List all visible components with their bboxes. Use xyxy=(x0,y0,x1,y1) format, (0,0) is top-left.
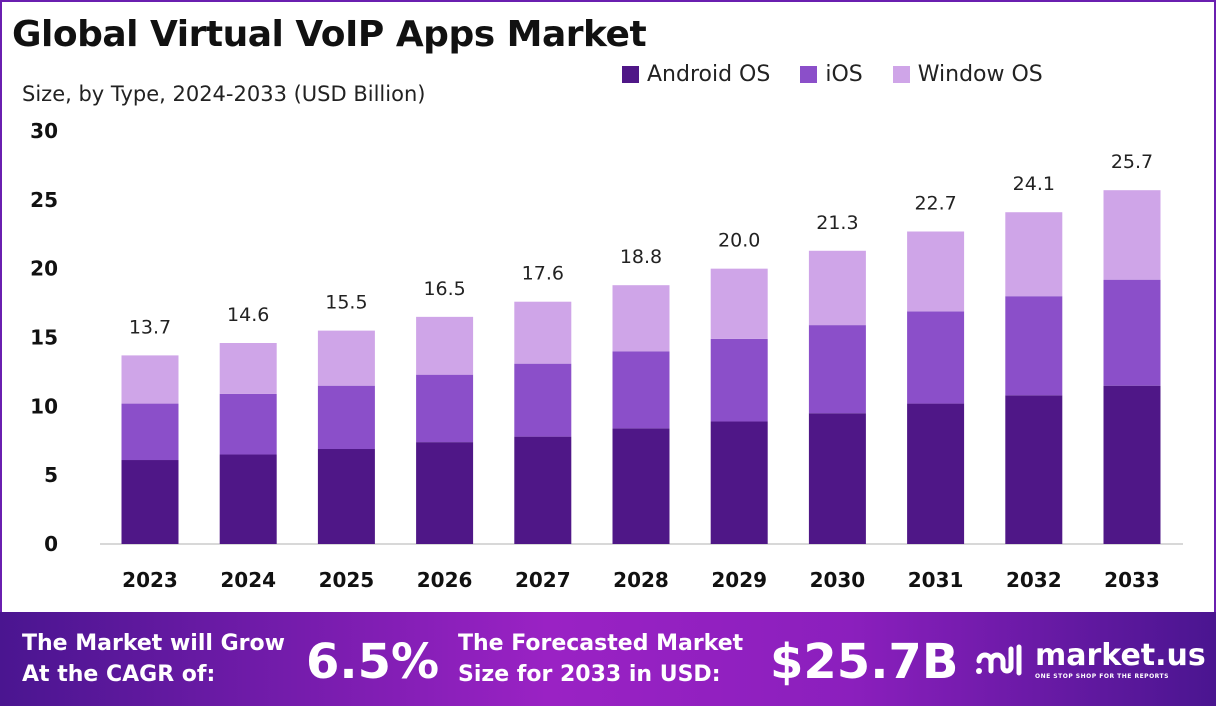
bar-segment-window-os xyxy=(612,285,670,352)
bar-total-label: 25.7 xyxy=(1111,151,1153,173)
bar-total-label: 18.8 xyxy=(620,246,662,268)
y-tick-label: 10 xyxy=(30,394,58,418)
legend-label: Android OS xyxy=(647,62,771,87)
bar-total-label: 14.6 xyxy=(227,304,269,326)
chart-subtitle: Size, by Type, 2024-2033 (USD Billion) xyxy=(22,82,426,106)
bar-segment-ios xyxy=(612,351,670,429)
legend: Android OS iOS Window OS xyxy=(622,62,1043,87)
cagr-label: The Market will Grow At the CAGR of: xyxy=(22,628,285,690)
bar-segment-android-os xyxy=(317,449,375,544)
x-tick-label: 2027 xyxy=(515,568,571,592)
legend-swatch xyxy=(800,66,818,83)
bar-segment-ios xyxy=(514,363,572,437)
legend-item-window: Window OS xyxy=(892,62,1043,87)
bar-segment-ios xyxy=(317,385,375,450)
bar-segment-android-os xyxy=(710,421,768,544)
forecast-label-line: The Forecasted Market xyxy=(458,631,744,656)
bar-segment-window-os xyxy=(317,330,375,386)
x-tick-label: 2023 xyxy=(122,568,178,592)
bar-total-label: 21.3 xyxy=(816,212,858,234)
bar-segment-window-os xyxy=(121,355,179,404)
legend-label: iOS xyxy=(825,62,863,87)
bar-total-label: 20.0 xyxy=(718,230,760,252)
bar-segment-ios xyxy=(1103,279,1161,386)
bar-segment-android-os xyxy=(1103,385,1161,544)
bar-total-label: 24.1 xyxy=(1013,173,1055,195)
x-tick-label: 2024 xyxy=(220,568,276,592)
x-tick-label: 2025 xyxy=(319,568,375,592)
bar-segment-android-os xyxy=(121,460,179,544)
bar-segment-window-os xyxy=(808,250,866,326)
bar-segment-android-os xyxy=(808,413,866,544)
bar-total-label: 16.5 xyxy=(423,278,465,300)
legend-item-android: Android OS xyxy=(622,62,770,87)
x-tick-label: 2031 xyxy=(908,568,964,592)
y-tick-label: 20 xyxy=(30,257,58,281)
bar-segment-android-os xyxy=(514,436,572,544)
bar-segment-android-os xyxy=(416,442,474,544)
bar-segment-window-os xyxy=(1005,212,1063,297)
legend-item-ios: iOS xyxy=(800,62,863,87)
x-tick-label: 2033 xyxy=(1104,568,1160,592)
bar-segment-ios xyxy=(808,325,866,414)
chart-title: Global Virtual VoIP Apps Market xyxy=(12,14,647,55)
bar-segment-window-os xyxy=(1103,190,1161,280)
bar-segment-ios xyxy=(219,393,277,455)
cagr-label-line: At the CAGR of: xyxy=(22,662,216,687)
bar-segment-ios xyxy=(416,374,474,443)
cagr-value: 6.5% xyxy=(306,634,440,690)
bar-segment-window-os xyxy=(219,343,277,394)
bar-segment-android-os xyxy=(612,428,670,544)
y-tick-label: 0 xyxy=(44,532,58,556)
bar-total-label: 15.5 xyxy=(325,292,367,314)
forecast-value: $25.7B xyxy=(770,634,959,690)
bar-segment-ios xyxy=(907,311,965,404)
y-tick-label: 25 xyxy=(30,188,58,212)
cagr-label-line: The Market will Grow xyxy=(22,631,285,656)
bar-total-label: 17.6 xyxy=(522,263,564,285)
bar-segment-ios xyxy=(1005,296,1063,396)
bar-segment-window-os xyxy=(514,301,572,364)
legend-swatch xyxy=(892,66,910,83)
bar-segment-window-os xyxy=(416,316,474,375)
x-tick-label: 2030 xyxy=(810,568,866,592)
forecast-label-line: Size for 2033 in USD: xyxy=(458,662,721,687)
bar-segment-window-os xyxy=(907,231,965,312)
x-tick-label: 2028 xyxy=(613,568,669,592)
brand-name: market.us xyxy=(1035,638,1206,673)
bar-segment-window-os xyxy=(710,268,768,339)
bar-segment-ios xyxy=(121,403,179,461)
brand-tagline: ONE STOP SHOP FOR THE REPORTS xyxy=(1035,673,1169,680)
bar-total-label: 22.7 xyxy=(914,192,956,214)
footer-banner: The Market will Grow At the CAGR of: 6.5%… xyxy=(0,612,1216,706)
bar-total-label: 13.7 xyxy=(129,316,171,338)
legend-label: Window OS xyxy=(917,62,1043,87)
bar-segment-ios xyxy=(710,338,768,422)
legend-swatch xyxy=(622,66,639,83)
y-tick-label: 30 xyxy=(30,119,58,143)
y-tick-label: 5 xyxy=(44,463,58,487)
forecast-label: The Forecasted Market Size for 2033 in US… xyxy=(458,628,743,690)
bar-segment-android-os xyxy=(219,454,277,544)
bar-segment-android-os xyxy=(1005,395,1063,544)
market-us-logo-icon xyxy=(976,644,1022,676)
bar-segment-android-os xyxy=(907,403,965,544)
x-tick-label: 2029 xyxy=(711,568,767,592)
brand-logo: market.us ONE STOP SHOP FOR THE REPORTS xyxy=(975,638,1206,680)
stacked-bar-chart: 05101520253013.7202314.6202415.5202516.5… xyxy=(30,119,1183,592)
x-tick-label: 2026 xyxy=(417,568,473,592)
y-tick-label: 15 xyxy=(30,326,58,350)
x-tick-label: 2032 xyxy=(1006,568,1062,592)
